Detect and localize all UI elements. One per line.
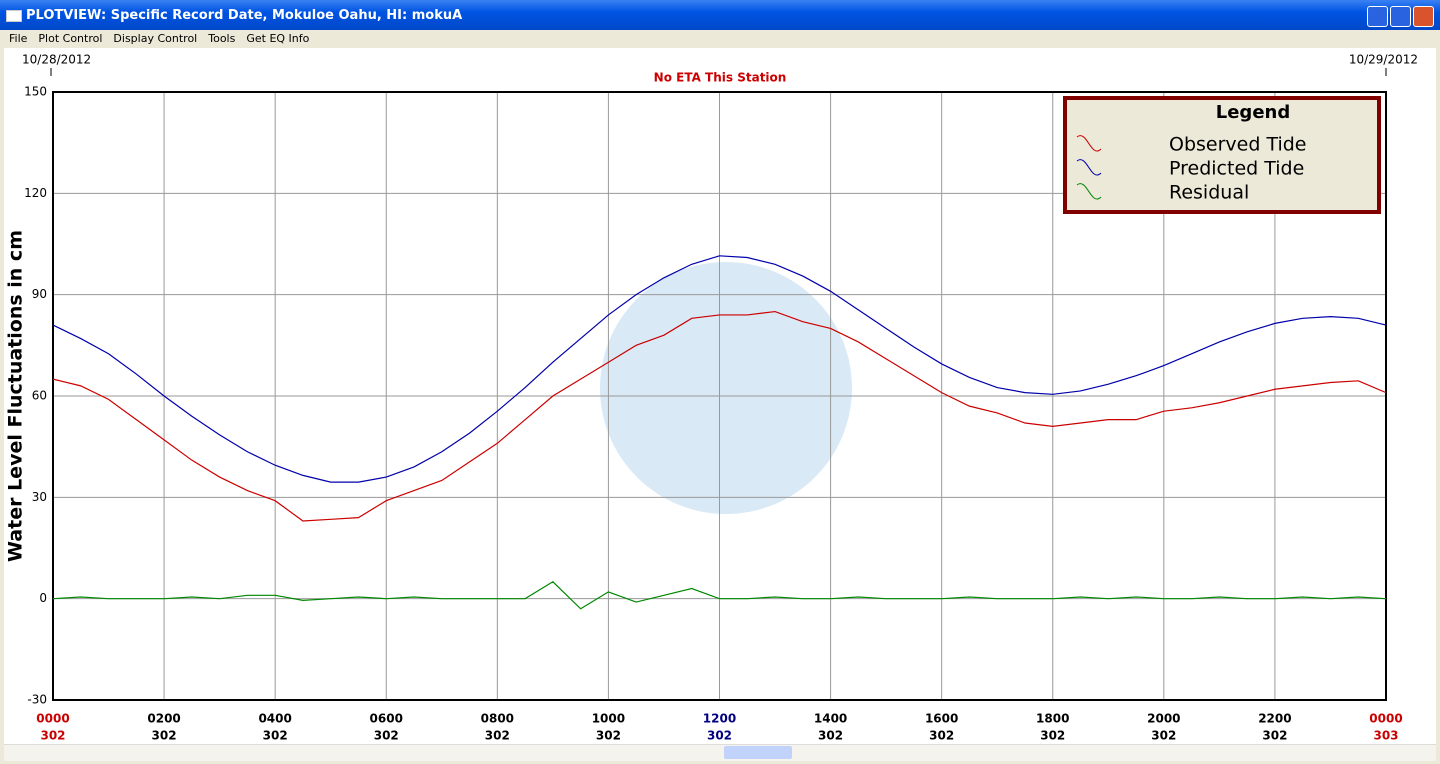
x-tick-label: 0800 [481,712,514,726]
x-tick-label: 0000 [1369,712,1402,726]
x-tick-label: 1600 [925,712,958,726]
y-tick-label: 90 [32,287,47,301]
menu-item[interactable]: File [9,32,28,45]
chart-title: No ETA This Station [654,71,787,85]
x-tick-day: 302 [707,729,732,743]
menu-item[interactable]: Plot Control [38,32,103,45]
series-line [52,310,1387,522]
x-tick-day: 302 [818,729,843,743]
x-tick-day: 302 [1262,729,1287,743]
x-tick-label: 1000 [592,712,625,726]
close-button[interactable] [1413,6,1434,27]
x-tick-day: 302 [1040,729,1065,743]
y-tick-label: 150 [24,85,47,99]
x-tick-label: 0000 [36,712,69,726]
y-tick-label: 0 [39,591,47,605]
legend-box [1063,96,1381,214]
plot-frame [52,91,1387,701]
scrollbar[interactable] [4,744,1436,761]
watermark [600,262,852,514]
x-tick-label: 0600 [370,712,403,726]
y-axis-label: Water Level Fluctuations in cm [5,230,27,562]
menu-item[interactable]: Display Control [113,32,198,45]
x-tick-day: 302 [596,729,621,743]
start-date: 10/28/2012 [22,53,91,67]
minimize-button[interactable] [1367,6,1388,27]
legend-swatch [1076,135,1102,152]
x-tick-label: 1800 [1036,712,1069,726]
x-tick-day: 302 [1151,729,1176,743]
x-tick-label: 1400 [814,712,847,726]
scroll-thumb[interactable] [724,746,792,759]
x-tick-day: 302 [40,729,65,743]
x-tick-label: 2200 [1258,712,1291,726]
y-tick-label: 120 [24,186,47,200]
series-line [52,255,1387,483]
legend-label: Observed Tide [1169,134,1307,156]
y-tick-label: 30 [32,490,47,504]
legend-label: Predicted Tide [1169,158,1304,180]
y-tick-label: -30 [27,693,47,707]
x-tick-label: 0200 [147,712,180,726]
series-line [52,581,1387,610]
legend-swatch [1076,183,1102,200]
x-tick-day: 302 [929,729,954,743]
x-tick-day: 302 [485,729,510,743]
menu-item[interactable]: Tools [208,32,236,45]
legend-swatch [1076,159,1102,176]
x-tick-label: 1200 [703,712,736,726]
menu-item[interactable]: Get EQ Info [246,32,310,45]
x-tick-label: 0400 [258,712,291,726]
x-tick-day: 303 [1373,729,1398,743]
app-icon [6,10,22,22]
title-bar: PLOTVIEW: Specific Record Date, Mokuloe … [0,0,1440,30]
x-tick-label: 2000 [1147,712,1180,726]
end-date: 10/29/2012 [1349,53,1418,67]
maximize-button[interactable] [1390,6,1411,27]
legend-label: Residual [1169,182,1249,204]
x-tick-day: 302 [263,729,288,743]
chart: No ETA This Station 10/28/2012 10/29/2012 W… [4,48,1436,744]
x-tick-day: 302 [152,729,177,743]
legend-title: Legend [1216,102,1290,123]
x-tick-day: 302 [374,729,399,743]
menu-bar: File Plot Control Display Control Tools Get … [0,30,1440,48]
window-title: PLOTVIEW: Specific Record Date, Mokuloe … [26,8,463,23]
y-tick-label: 60 [32,389,47,403]
